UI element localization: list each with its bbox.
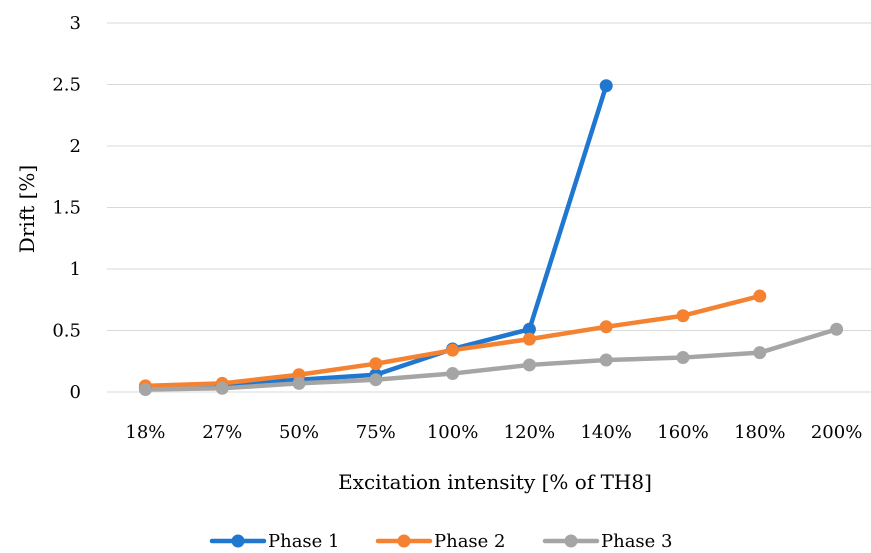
- data-point-2: [369, 357, 383, 371]
- legend-item-3: Phase 3: [542, 531, 673, 552]
- x-tick-label: 75%: [356, 422, 396, 443]
- y-tick-labels: 0 0.5 1 1.5 2 2.5 3: [52, 13, 81, 403]
- legend-item-2: Phase 2: [375, 531, 506, 552]
- x-tick-label: 50%: [279, 422, 319, 443]
- data-point-3: [753, 346, 767, 360]
- data-point-3: [522, 358, 536, 372]
- x-tick-label: 100%: [427, 422, 478, 443]
- series-points: [138, 79, 844, 397]
- y-tick-label: 1: [70, 259, 81, 280]
- y-tick-label: 2: [70, 136, 81, 157]
- data-point-2: [522, 332, 536, 346]
- data-point-3: [215, 381, 229, 395]
- data-point-2: [676, 309, 690, 323]
- series-line-1: [143, 83, 609, 390]
- x-tick-label: 140%: [580, 422, 631, 443]
- x-tick-label: 160%: [657, 422, 708, 443]
- data-point-3: [830, 322, 844, 336]
- x-tick-label: 27%: [202, 422, 242, 443]
- data-point-3: [138, 383, 152, 397]
- y-tick-label: 1.5: [52, 198, 81, 219]
- y-tick-label: 2.5: [52, 75, 81, 96]
- x-tick-label: 18%: [125, 422, 165, 443]
- series-line-3: [143, 327, 839, 392]
- legend-label: Phase 1: [268, 531, 340, 552]
- legend-marker: [564, 534, 578, 548]
- legend-marker: [397, 534, 411, 548]
- legend-item-1: Phase 1: [209, 531, 340, 552]
- legend: Phase 1 Phase 2 Phase 3: [209, 531, 673, 552]
- data-point-2: [599, 320, 613, 334]
- x-tick-label: 180%: [734, 422, 785, 443]
- y-tick-label: 0.5: [52, 321, 81, 342]
- data-point-1: [599, 79, 613, 93]
- data-point-2: [446, 343, 460, 357]
- series-lines: [143, 83, 839, 392]
- x-tick-label: 200%: [811, 422, 862, 443]
- x-tick-labels: 18% 27% 50% 75% 100% 120% 140% 160% 180% 200%: [125, 422, 862, 443]
- data-point-1: [522, 322, 536, 336]
- x-tick-label: 120%: [504, 422, 555, 443]
- data-point-3: [676, 351, 690, 365]
- gridlines: [107, 22, 871, 393]
- data-point-3: [369, 373, 383, 387]
- x-axis-title: Excitation intensity [% of TH8]: [338, 470, 652, 494]
- legend-marker: [231, 534, 245, 548]
- legend-label: Phase 2: [434, 531, 506, 552]
- data-point-2: [753, 289, 767, 303]
- y-tick-label: 0: [70, 382, 81, 403]
- data-point-3: [599, 353, 613, 367]
- data-point-3: [446, 367, 460, 381]
- data-point-3: [292, 376, 306, 390]
- y-axis-title: Drift [%]: [15, 165, 39, 253]
- y-tick-label: 3: [70, 13, 81, 34]
- legend-label: Phase 3: [601, 531, 673, 552]
